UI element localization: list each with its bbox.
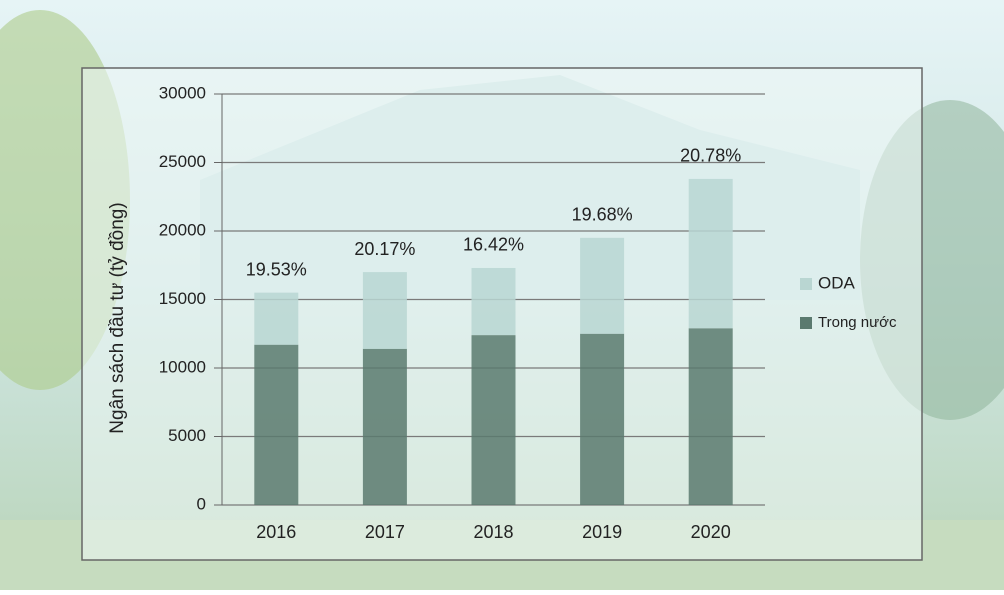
bar-segment — [362, 348, 407, 505]
x-tick-label: 2018 — [473, 522, 513, 542]
y-tick-label: 15000 — [159, 289, 206, 308]
bar-segment — [254, 292, 299, 345]
x-tick-label: 2020 — [691, 522, 731, 542]
y-tick-label: 25000 — [159, 152, 206, 171]
annotation: 20.78% — [680, 146, 741, 166]
bar-segment — [254, 344, 299, 505]
annotation: 19.53% — [246, 259, 307, 279]
bar-segment — [362, 272, 407, 349]
bar-segment — [471, 335, 516, 505]
bar-segment — [688, 328, 733, 505]
bar-segment — [471, 267, 516, 336]
x-tick-label: 2017 — [365, 522, 405, 542]
x-tick-label: 2016 — [256, 522, 296, 542]
annotation: 16.42% — [463, 235, 524, 255]
legend-label: Trong nước — [818, 314, 897, 331]
x-tick-label: 2019 — [582, 522, 622, 542]
y-axis-label: Ngân sách đầu tư (tỷ đồng) — [107, 202, 128, 433]
y-tick-label: 20000 — [159, 220, 206, 239]
bar-segment — [688, 178, 733, 329]
bar-segment — [580, 333, 625, 505]
annotation: 19.68% — [572, 205, 633, 225]
y-tick-label: 0 — [197, 494, 206, 513]
legend-label: ODA — [818, 273, 856, 292]
y-tick-label: 30000 — [159, 83, 206, 102]
legend-swatch — [800, 278, 812, 290]
bar-segment — [580, 237, 625, 334]
legend-swatch — [800, 317, 812, 329]
annotation: 20.17% — [354, 239, 415, 259]
y-tick-label: 10000 — [159, 357, 206, 376]
y-tick-label: 5000 — [168, 426, 206, 445]
